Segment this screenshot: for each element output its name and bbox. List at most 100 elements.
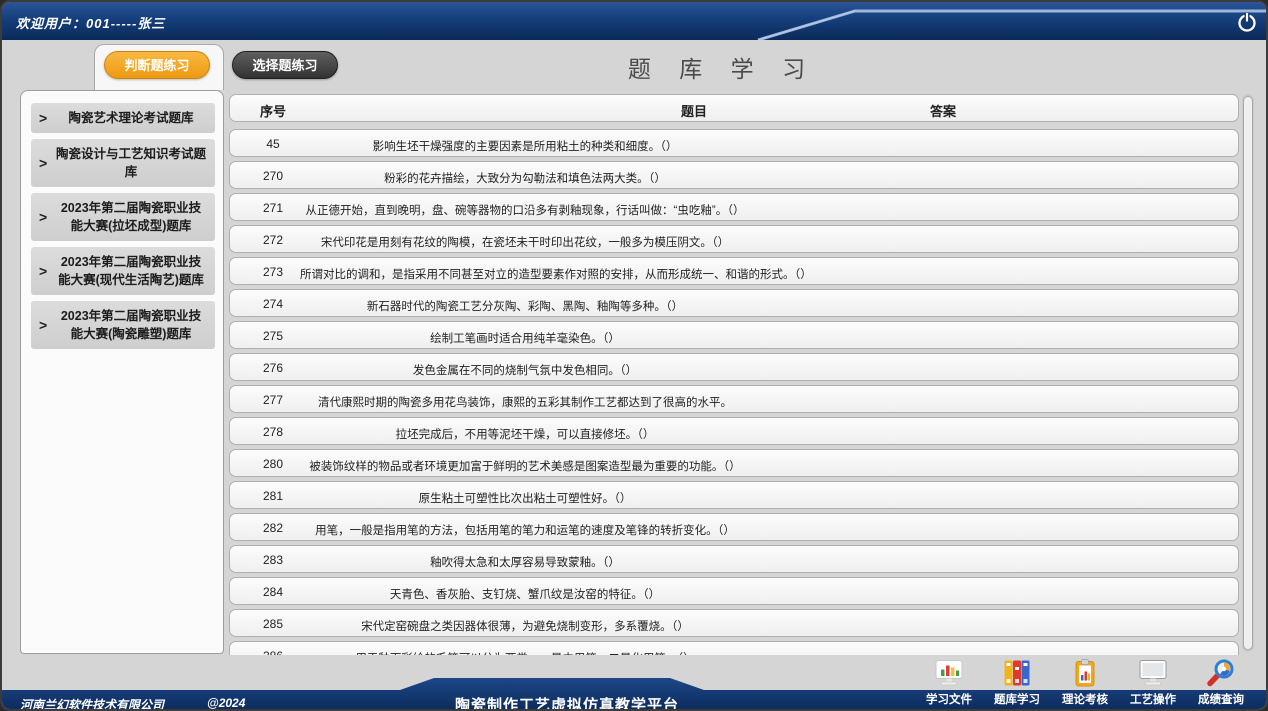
question-index-cell: 276 (262, 361, 284, 375)
question-index-cell: 274 (262, 297, 284, 311)
footer-company-name: 河南兰幻软件技术有限公司 (20, 698, 165, 711)
question-row[interactable]: 273 所谓对比的调和，是指采用不同甚至对立的造型要素作对照的安排，从而形成统一… (229, 257, 1239, 285)
footer-year: @2024 (207, 696, 246, 710)
nav-label: 学习文件 (926, 694, 972, 706)
question-index-cell: 273 (262, 265, 284, 279)
question-table: 序号 题目 答案 45 影响生坯干燥强度的主要因素是所用粘土的种类和细度。（） … (229, 94, 1239, 655)
sidebar-item-question-bank[interactable]: > 2023年第二届陶瓷职业技能大赛(拉坯成型)题库 (31, 193, 215, 241)
welcome-user-text: 欢迎用户：001-----张三 (16, 16, 166, 31)
question-text-cell: 新石器时代的陶瓷工艺分灰陶、彩陶、黑陶、釉陶等多种。（） (366, 301, 684, 313)
question-row[interactable]: 271 从正德开始，直到晚明，盘、碗等器物的口沿多有剥釉现象，行话叫做：“虫吃釉… (229, 193, 1239, 221)
question-index-cell: 281 (262, 489, 284, 503)
question-row[interactable]: 270 粉彩的花卉描绘，大致分为勾勒法和填色法两大类。（） (229, 161, 1239, 189)
question-text-cell: 拉坯完成后，不用等泥坯干燥，可以直接修坯。（） (395, 429, 655, 441)
nav-label: 成绩查询 (1198, 694, 1244, 706)
question-index-cell: 284 (262, 585, 284, 599)
sidebar-item-question-bank[interactable]: > 陶瓷艺术理论考试题库 (31, 103, 215, 133)
question-row[interactable]: 275 绘制工笔画时适合用纯羊毫染色。（） (229, 321, 1239, 349)
chevron-right-icon: > (39, 209, 48, 225)
question-text-cell: 清代康熙时期的陶瓷多用花鸟装饰，康熙的五彩其制作工艺都达到了很高的水平。 (318, 397, 732, 409)
question-row[interactable]: 281 原生粘土可塑性比次出粘土可塑性好。（） (229, 481, 1239, 509)
question-row[interactable]: 277 清代康熙时期的陶瓷多用花鸟装饰，康熙的五彩其制作工艺都达到了很高的水平。 (229, 385, 1239, 413)
question-row[interactable]: 280 被装饰纹样的物品或者环境更加富于鲜明的艺术美感是图案造型最为重要的功能。… (229, 449, 1239, 477)
clipboard-chart-icon (1075, 659, 1095, 687)
magnifier-icon (1207, 659, 1234, 687)
sidebar-item-label: 2023年第二届陶瓷职业技能大赛(陶瓷雕塑)题库 (60, 309, 202, 341)
table-scrollbar-thumb[interactable] (1243, 96, 1253, 650)
question-index-cell: 280 (262, 457, 284, 471)
question-text-cell: 发色金属在不同的烧制气氛中发色相同。（） (412, 365, 638, 377)
question-text-cell: 宋代印花是用刻有花纹的陶模，在瓷坯未干时印出花纹，一般多为模压阴文。（） (320, 237, 730, 249)
sidebar-item-question-bank[interactable]: > 陶瓷设计与工艺知识考试题库 (31, 139, 215, 187)
question-bank-sidebar: > 陶瓷艺术理论考试题库 > 陶瓷设计与工艺知识考试题库 > 2023年第二届陶… (20, 90, 224, 654)
question-text-cell: 宋代定窑碗盘之类因器体很薄，为避免烧制变形，多系覆烧。（） (361, 621, 689, 633)
question-index-cell: 271 (262, 201, 284, 215)
chevron-right-icon: > (39, 155, 48, 171)
question-row[interactable]: 282 用笔，一般是指用笔的方法，包括用笔的笔力和运笔的速度及笔锋的转折变化。（… (229, 513, 1239, 541)
header-index: 序号 (259, 104, 286, 119)
nav-label: 题库学习 (994, 694, 1040, 706)
footer-bar (2, 678, 1266, 709)
nav-item-score-inquiry[interactable]: 成绩查询 (1189, 658, 1253, 709)
question-index-cell: 282 (262, 521, 284, 535)
header-answer: 答案 (929, 104, 956, 119)
top-bar: 欢迎用户：001-----张三 (2, 2, 1266, 40)
power-icon[interactable] (1234, 9, 1260, 35)
question-text-cell: 天青色、香灰胎、支钉烧、蟹爪纹是汝窑的特征。（） (389, 589, 661, 601)
colored-books-icon (1004, 660, 1030, 686)
nav-label: 工艺操作 (1130, 694, 1176, 706)
question-text-cell: 原生粘土可塑性比次出粘土可塑性好。（） (418, 493, 632, 505)
nav-item-process-operation[interactable]: 工艺操作 (1121, 658, 1185, 709)
question-row[interactable]: 276 发色金属在不同的烧制气氛中发色相同。（） (229, 353, 1239, 381)
question-text-cell: 绘制工笔画时适合用纯羊毫染色。（） (430, 333, 620, 345)
chevron-right-icon: > (39, 110, 48, 126)
question-row[interactable]: 285 宋代定窑碗盘之类因器体很薄，为避免烧制变形，多系覆烧。（） (229, 609, 1239, 637)
question-row[interactable]: 45 影响生坯干燥强度的主要因素是所用粘土的种类和细度。（） (229, 129, 1239, 157)
page-title: 题 库 学 习 (627, 56, 817, 82)
chevron-right-icon: > (39, 263, 48, 279)
question-index-cell: 278 (262, 425, 284, 439)
nav-label: 理论考核 (1062, 694, 1108, 706)
nav-item-question-bank-study[interactable]: 题库学习 (985, 658, 1049, 709)
table-header-row: 序号 题目 答案 (229, 94, 1239, 122)
tab-choice-practice[interactable]: 选择题练习 (232, 51, 338, 79)
nav-item-study-files[interactable]: 学习文件 (917, 658, 981, 709)
question-text-cell: 粉彩的花卉描绘，大致分为勾勒法和填色法两大类。（） (384, 173, 666, 185)
monitor-chart-icon (935, 660, 963, 686)
question-text-cell: 影响生坯干燥强度的主要因素是所用粘土的种类和细度。（） (372, 141, 678, 153)
sidebar-item-label: 2023年第二届陶瓷职业技能大赛(现代生活陶艺)题库 (58, 255, 204, 287)
sidebar-item-question-bank[interactable]: > 2023年第二届陶瓷职业技能大赛(现代生活陶艺)题库 (31, 247, 215, 295)
tab-judgment-practice[interactable]: 判断题练习 (104, 51, 210, 79)
header-question: 题目 (680, 104, 707, 119)
nav-item-theory-assessment[interactable]: 理论考核 (1053, 658, 1117, 709)
question-index-cell: 286 (238, 649, 308, 655)
question-index-cell: 45 (266, 137, 280, 151)
question-index-cell: 285 (262, 617, 284, 631)
sidebar-item-label: 陶瓷艺术理论考试题库 (68, 111, 194, 125)
question-row[interactable]: 283 釉吹得太急和太厚容易导致蒙釉。（） (229, 545, 1239, 573)
question-index-cell: 283 (262, 553, 284, 567)
question-text-cell: 用于釉下彩绘的毛笔可以分为两类，一是中用笔，二是化用笔。（） (300, 650, 750, 655)
question-text-cell: 所谓对比的调和，是指采用不同甚至对立的造型要素作对照的安排，从而形成统一、和谐的… (300, 269, 812, 281)
question-row[interactable]: 274 新石器时代的陶瓷工艺分灰陶、彩陶、黑陶、釉陶等多种。（） (229, 289, 1239, 317)
topbar-accent-stripe (757, 9, 1266, 40)
question-text-cell: 用笔，一般是指用笔的方法，包括用笔的笔力和运笔的速度及笔锋的转折变化。（） (315, 525, 735, 537)
question-row[interactable]: 284 天青色、香灰胎、支钉烧、蟹爪纹是汝窑的特征。（） (229, 577, 1239, 605)
sidebar-item-question-bank[interactable]: > 2023年第二届陶瓷职业技能大赛(陶瓷雕塑)题库 (31, 301, 215, 349)
question-row[interactable]: 278 拉坯完成后，不用等泥坯干燥，可以直接修坯。（） (229, 417, 1239, 445)
chevron-right-icon: > (39, 317, 48, 333)
platform-title: 陶瓷制作工艺虚拟仿真教学平台 (454, 697, 679, 711)
question-text-cell: 从正德开始，直到晚明，盘、碗等器物的口沿多有剥釉现象，行话叫做：“虫吃釉”。（） (305, 205, 745, 217)
table-scrollbar-track[interactable] (1242, 94, 1254, 652)
sidebar-item-label: 陶瓷设计与工艺知识考试题库 (55, 147, 206, 179)
question-index-cell: 275 (262, 329, 284, 343)
question-row[interactable]: 272 宋代印花是用刻有花纹的陶模，在瓷坯未干时印出花纹，一般多为模压阴文。（） (229, 225, 1239, 253)
monitor-icon (1139, 660, 1167, 686)
question-bank-list: > 陶瓷艺术理论考试题库 > 陶瓷设计与工艺知识考试题库 > 2023年第二届陶… (31, 103, 215, 355)
question-row[interactable]: 286 用于釉下彩绘的毛笔可以分为两类，一是中用笔，二是化用笔。（） (229, 641, 1239, 655)
question-text-cell: 被装饰纹样的物品或者环境更加富于鲜明的艺术美感是图案造型最为重要的功能。（） (309, 461, 741, 473)
question-text-cell: 釉吹得太急和太厚容易导致蒙釉。（） (430, 557, 620, 569)
question-index-cell: 270 (262, 169, 284, 183)
question-index-cell: 272 (262, 233, 284, 247)
